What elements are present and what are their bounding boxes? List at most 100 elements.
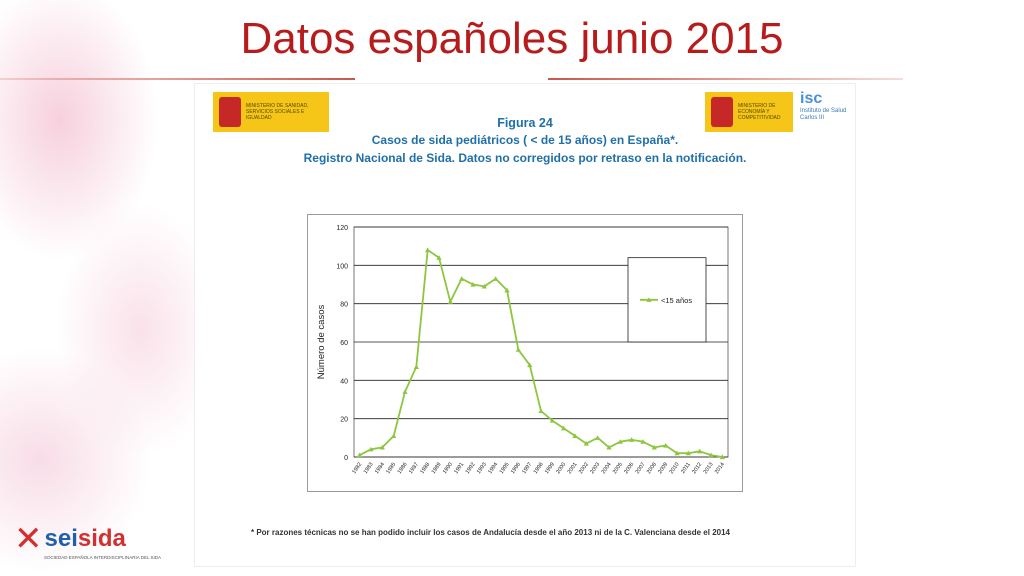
x-tick-label: 1991: [453, 462, 465, 475]
data-point: [379, 444, 385, 450]
x-tick-label: 2001: [567, 462, 579, 475]
x-tick-label: 2013: [703, 462, 715, 475]
x-tick-label: 1997: [521, 462, 533, 475]
red-ribbon-icon: ✕: [14, 520, 43, 558]
isciii-mark: isc: [800, 90, 823, 107]
brand-name: seisida: [45, 527, 126, 551]
x-tick-label: 2005: [612, 462, 624, 475]
x-tick-label: 2007: [635, 462, 647, 475]
legend-label: <15 años: [661, 296, 692, 305]
brand-accent: sida: [77, 525, 126, 552]
isciii-logo: isc Instituto de Salud Carlos III: [800, 90, 850, 134]
data-point: [595, 435, 601, 440]
figure-title-line2: Registro Nacional de Sida. Datos no corr…: [303, 151, 747, 165]
x-tick-label: 1993: [476, 462, 488, 475]
y-axis-label: Número de casos: [316, 305, 327, 380]
seisida-logo: ✕ seisida SOCIEDAD ESPAÑOLA INTERDISCIPL…: [14, 520, 161, 560]
x-tick-label: 2012: [691, 462, 703, 475]
x-tick-label: 1984: [374, 462, 386, 475]
data-point: [640, 439, 646, 444]
data-point: [606, 444, 612, 450]
data-point: [493, 276, 499, 281]
x-tick-label: 1985: [385, 462, 397, 475]
isciii-text: Instituto de Salud Carlos III: [800, 108, 847, 121]
x-tick-label: 2000: [555, 462, 567, 475]
brand-prefix: sei: [44, 525, 78, 552]
data-point: [357, 452, 363, 458]
x-tick-label: 1994: [487, 462, 499, 475]
data-point: [651, 444, 657, 450]
data-point: [561, 425, 567, 431]
x-tick-label: 2010: [669, 462, 681, 475]
data-point: [425, 247, 431, 253]
title-rule-right: [548, 78, 903, 80]
data-point: [402, 389, 408, 394]
data-point: [504, 287, 510, 293]
data-point: [436, 255, 442, 260]
x-tick-label: 2002: [578, 462, 590, 475]
data-point: [391, 433, 397, 438]
chart-frame: 0 20 40 60 80 100 120 Número de casos 1982 1983 19…: [307, 214, 743, 492]
ministry-health-text: MINISTERIO DE SANIDAD, SERVICIOS SOCIALE…: [246, 103, 309, 121]
data-point: [583, 440, 589, 446]
data-point: [459, 276, 465, 281]
y-tick-label: 0: [344, 455, 348, 462]
coat-of-arms-icon: [219, 97, 241, 127]
figure-label: Figura 24: [497, 116, 553, 130]
x-tick-label: 1986: [397, 462, 409, 475]
x-tick-label: 1987: [408, 462, 420, 475]
x-tick-label: 1988: [419, 462, 431, 475]
data-point: [708, 452, 714, 458]
brand-subtitle: SOCIEDAD ESPAÑOLA INTERDISCIPLINARIA DEL…: [44, 555, 162, 560]
figure-title-line1: Casos de sida pediátricos ( < de 15 años…: [371, 133, 679, 147]
x-tick-label: 1982: [351, 462, 363, 475]
data-point: [572, 433, 578, 438]
data-point: [470, 281, 476, 287]
data-point: [663, 442, 669, 448]
data-point: [538, 408, 544, 414]
y-tick-label: 100: [336, 263, 348, 270]
x-tick-label: 1996: [510, 462, 522, 475]
x-tick-label: 1990: [442, 462, 454, 475]
data-point: [629, 437, 635, 442]
data-point: [413, 364, 419, 369]
x-tick-label: 1998: [533, 462, 545, 475]
data-point: [549, 417, 555, 423]
x-tick-label: 2004: [601, 462, 613, 475]
data-point: [617, 439, 623, 444]
coat-of-arms-icon: [711, 97, 733, 127]
y-tick-label: 80: [340, 302, 348, 309]
data-point: [447, 299, 453, 304]
x-tick-label: 2008: [646, 462, 658, 475]
x-tick-label: 1992: [465, 462, 477, 475]
x-tick-label: 2006: [623, 462, 635, 475]
y-tick-label: 40: [340, 378, 348, 385]
y-tick-label: 60: [340, 340, 348, 347]
x-tick-label: 2011: [680, 462, 692, 475]
x-tick-label: 1983: [363, 462, 375, 475]
data-point: [527, 362, 533, 368]
figure-panel: MINISTERIO DE SANIDAD, SERVICIOS SOCIALE…: [195, 84, 855, 566]
x-tick-label: 1995: [499, 462, 511, 475]
y-tick-label: 20: [340, 417, 348, 424]
data-point: [697, 448, 703, 454]
figure-footnote: * Por razones técnicas no se han podido …: [251, 528, 730, 537]
data-point: [515, 347, 521, 352]
legend-marker: [646, 297, 652, 302]
x-tick-label: 2003: [589, 462, 601, 475]
x-tick-label: 1989: [431, 462, 443, 475]
x-tick-label: 2009: [657, 462, 669, 475]
data-point: [481, 283, 487, 289]
data-point: [368, 446, 374, 452]
ministry-health-logo: MINISTERIO DE SANIDAD, SERVICIOS SOCIALE…: [213, 92, 329, 132]
ministry-economy-text: MINISTERIO DE ECONOMÍA Y COMPETITIVIDAD: [738, 103, 781, 121]
data-point: [719, 454, 725, 460]
y-tick-label: 120: [336, 225, 348, 232]
data-point: [685, 450, 691, 456]
x-tick-label: 1999: [544, 462, 556, 475]
data-point: [674, 450, 680, 456]
slide-title: Datos españoles junio 2015: [240, 14, 784, 63]
ministry-economy-logo: MINISTERIO DE ECONOMÍA Y COMPETITIVIDAD: [705, 92, 793, 132]
x-tick-label: 2014: [714, 462, 726, 475]
